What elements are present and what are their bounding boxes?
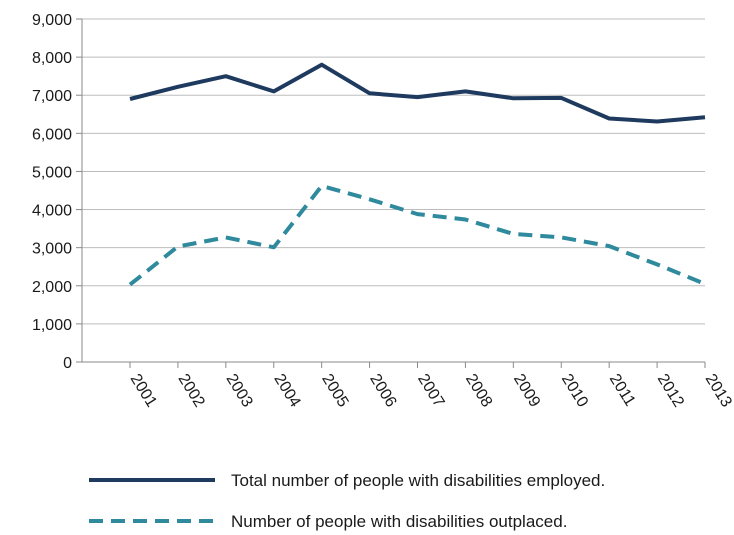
x-tick-label: 2002 — [175, 371, 208, 410]
legend-label-2: Number of people with disabilities outpl… — [231, 512, 567, 531]
series-line-1 — [129, 62, 706, 124]
x-tick-label: 2011 — [606, 371, 639, 409]
x-tick-label: 2012 — [654, 371, 687, 410]
y-tick-label: 3,000 — [32, 241, 72, 258]
y-tick-label: 5,000 — [32, 164, 72, 181]
series-line-2 — [128, 183, 706, 287]
grid-lines — [82, 18, 705, 325]
axes — [81, 19, 705, 363]
y-tick-label: 2,000 — [32, 279, 72, 296]
x-tick-label: 2008 — [462, 371, 495, 410]
series-group — [128, 62, 706, 287]
y-axis-ticks: 0 1,000 2,000 3,000 4,000 5,000 6,000 7,000 8,00… — [32, 12, 82, 372]
x-axis-ticks: 2001 2002 2003 2004 2005 2006 2007 2008 2009 2010… — [127, 362, 734, 410]
legend-label-1: Total number of people with disabilities… — [231, 471, 605, 490]
y-tick-label: 6,000 — [32, 126, 72, 143]
y-tick-label: 0 — [63, 355, 72, 372]
y-tick-label: 7,000 — [32, 88, 72, 105]
legend: Total number of people with disabilities… — [89, 471, 605, 531]
x-tick-label: 2009 — [510, 371, 543, 410]
x-tick-label: 2010 — [558, 371, 591, 410]
x-tick-label: 2005 — [318, 371, 351, 410]
x-tick-label: 2003 — [222, 371, 255, 410]
x-tick-label: 2001 — [127, 371, 160, 410]
x-tick-label: 2007 — [414, 371, 447, 410]
x-tick-label: 2004 — [270, 371, 303, 410]
x-tick-label: 2006 — [366, 371, 399, 410]
y-tick-label: 4,000 — [32, 203, 72, 220]
y-tick-label: 9,000 — [32, 12, 72, 29]
y-tick-label: 1,000 — [32, 317, 72, 334]
x-tick-label: 2013 — [702, 371, 734, 410]
y-tick-label: 8,000 — [32, 50, 72, 67]
